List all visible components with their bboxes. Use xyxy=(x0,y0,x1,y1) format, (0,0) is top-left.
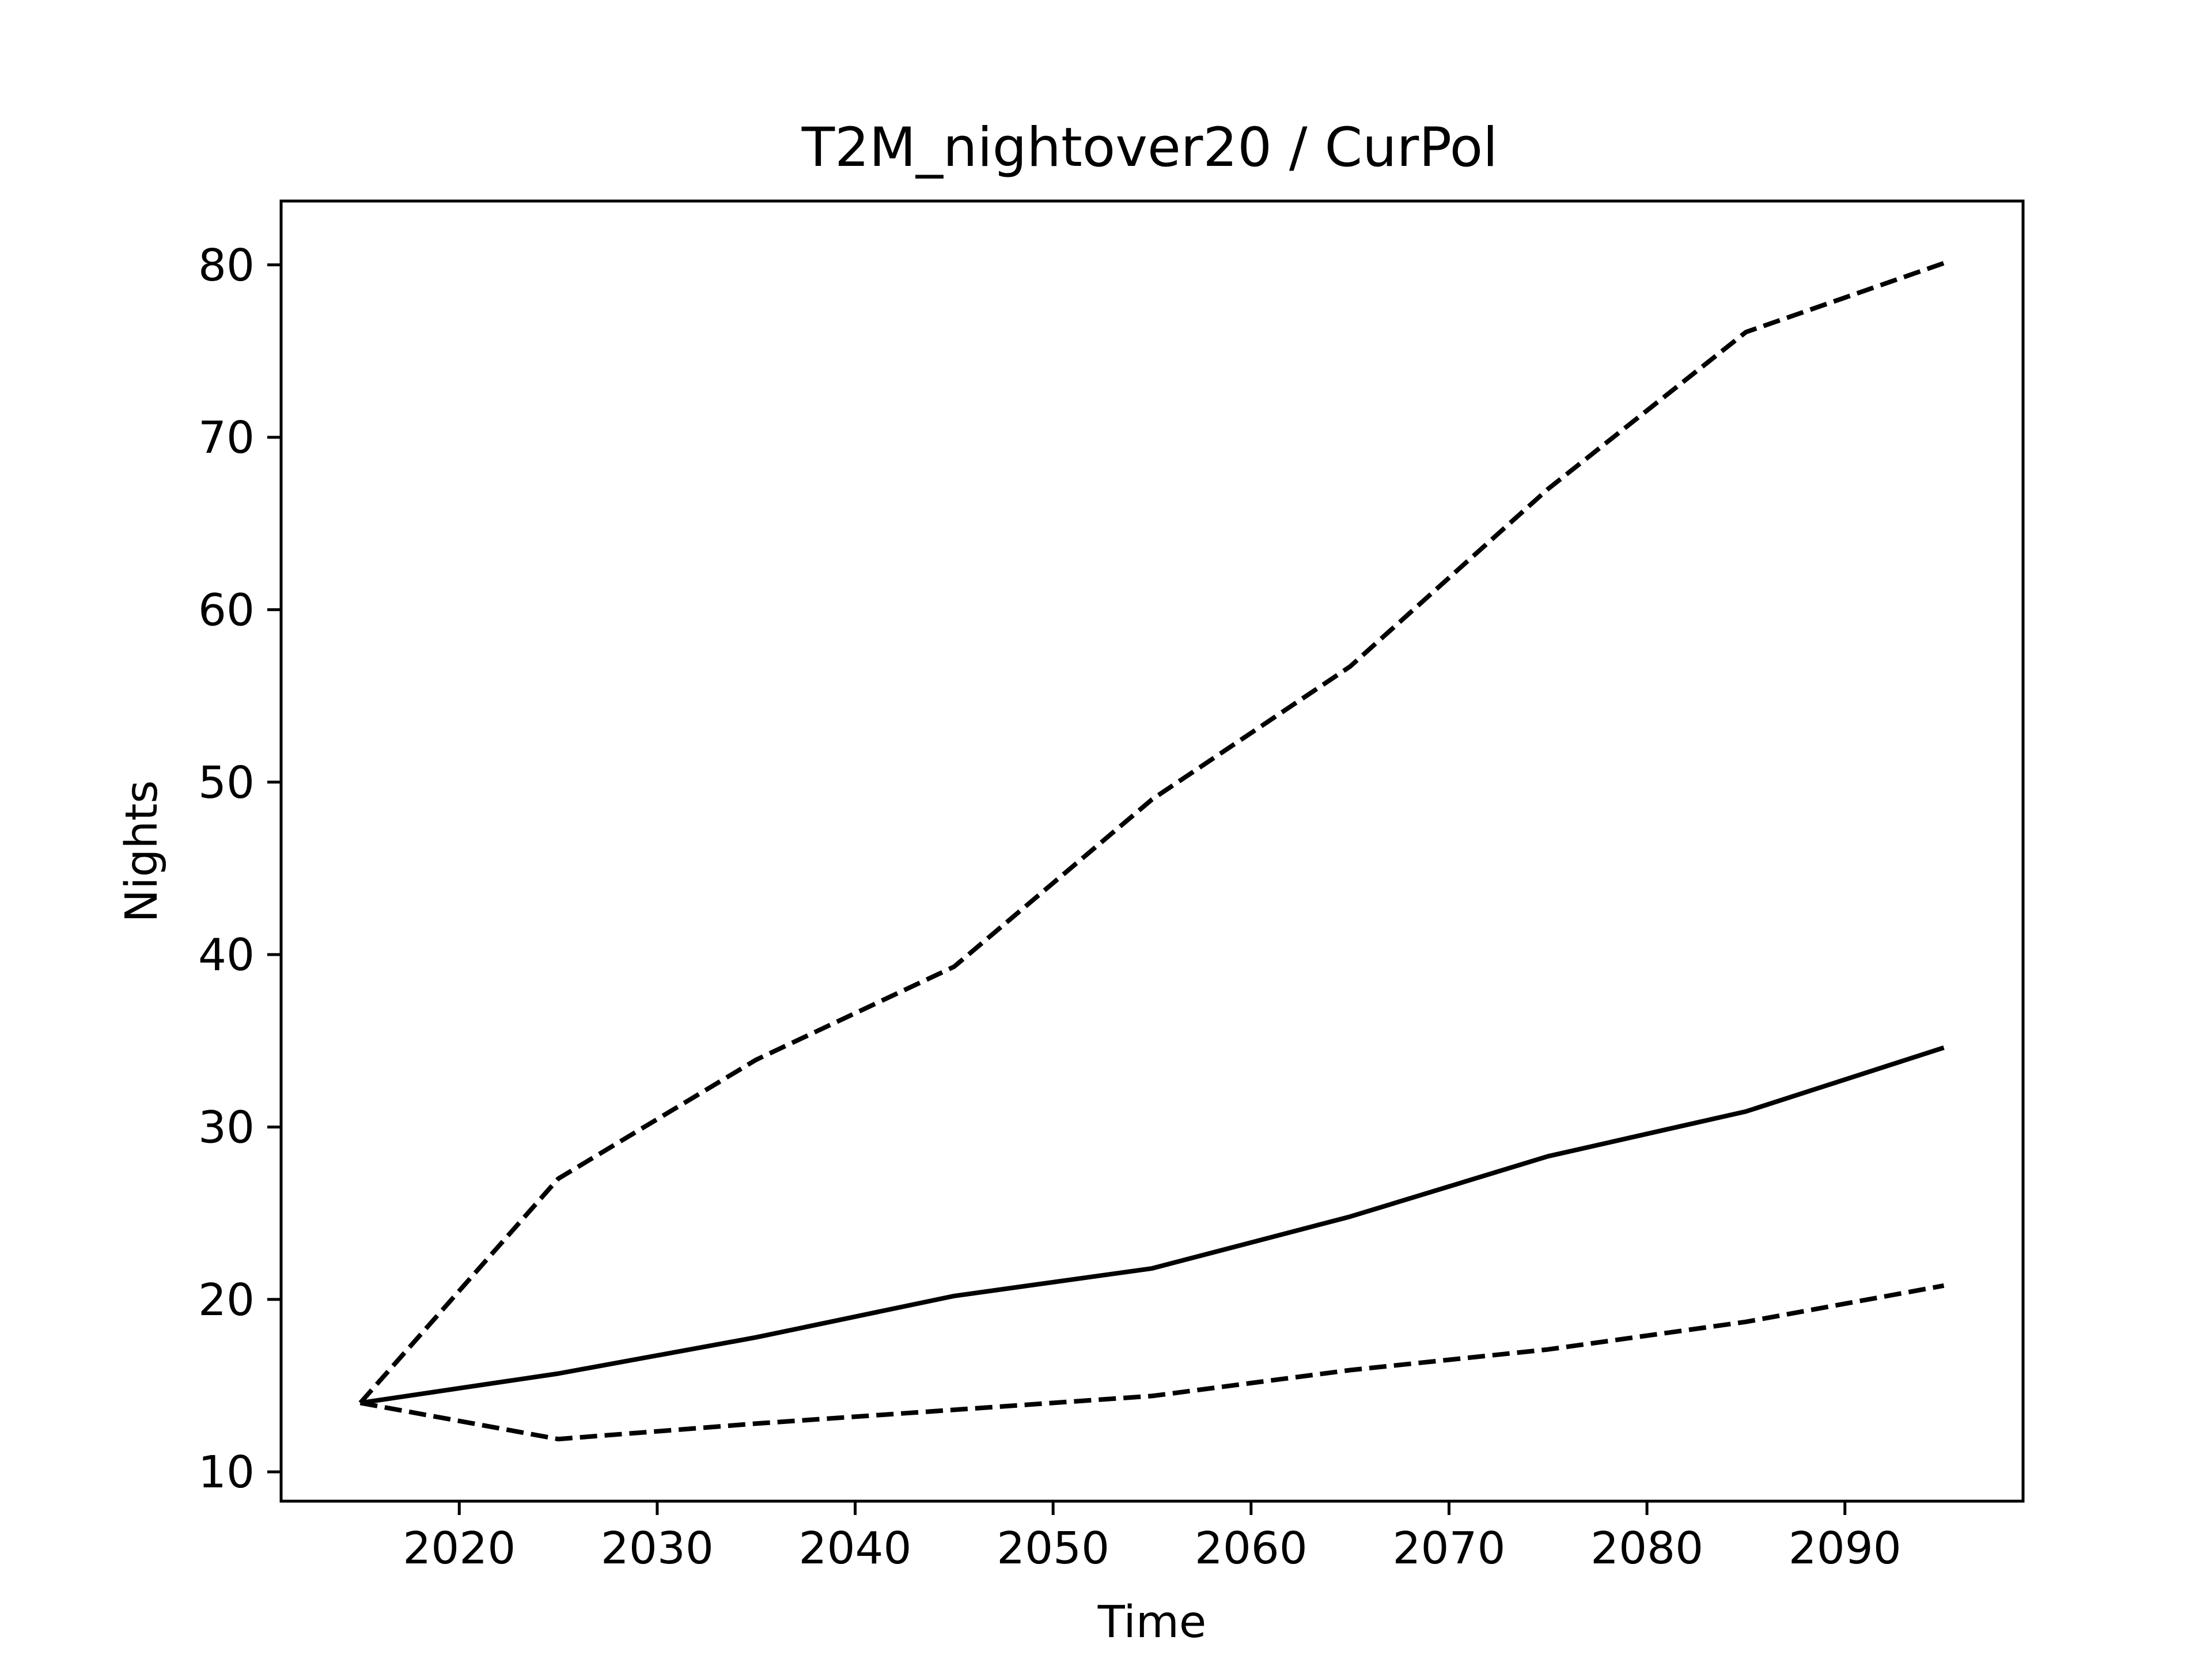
series-line-1 xyxy=(359,1045,1945,1406)
x-tick-label: 2020 xyxy=(403,1523,516,1574)
x-axis: 2020 2030 2040 2050 2060 2070 2080 2090 xyxy=(403,1501,1902,1574)
y-tick-label: 70 xyxy=(198,412,255,464)
x-tick-label: 2040 xyxy=(799,1523,912,1574)
x-axis-label: Time xyxy=(1097,1597,1206,1648)
x-tick-label: 2080 xyxy=(1590,1523,1703,1574)
y-tick-label: 10 xyxy=(198,1447,255,1498)
y-tick-label: 20 xyxy=(198,1275,255,1326)
y-tick-label: 80 xyxy=(198,240,255,291)
series-line-2 xyxy=(358,261,1945,1405)
plot-area xyxy=(358,261,1945,1442)
x-tick-label: 2050 xyxy=(997,1523,1109,1574)
series-line-3 xyxy=(359,1283,1945,1442)
x-tick-label: 2060 xyxy=(1195,1523,1308,1574)
y-tick-label: 30 xyxy=(198,1102,255,1153)
plot-frame xyxy=(279,199,2025,1503)
y-tick-label: 50 xyxy=(198,757,255,809)
y-tick-label: 40 xyxy=(198,930,255,981)
y-tick-label: 60 xyxy=(198,585,255,636)
x-tick-label: 2030 xyxy=(601,1523,714,1574)
x-tick-label: 2070 xyxy=(1392,1523,1505,1574)
y-axis-label: Nights xyxy=(116,781,168,923)
x-tick-label: 2090 xyxy=(1789,1523,1902,1574)
chart-title: T2M_nightover20 / CurPol xyxy=(801,116,1498,179)
y-axis: 10 20 30 40 50 60 70 80 xyxy=(198,240,281,1498)
